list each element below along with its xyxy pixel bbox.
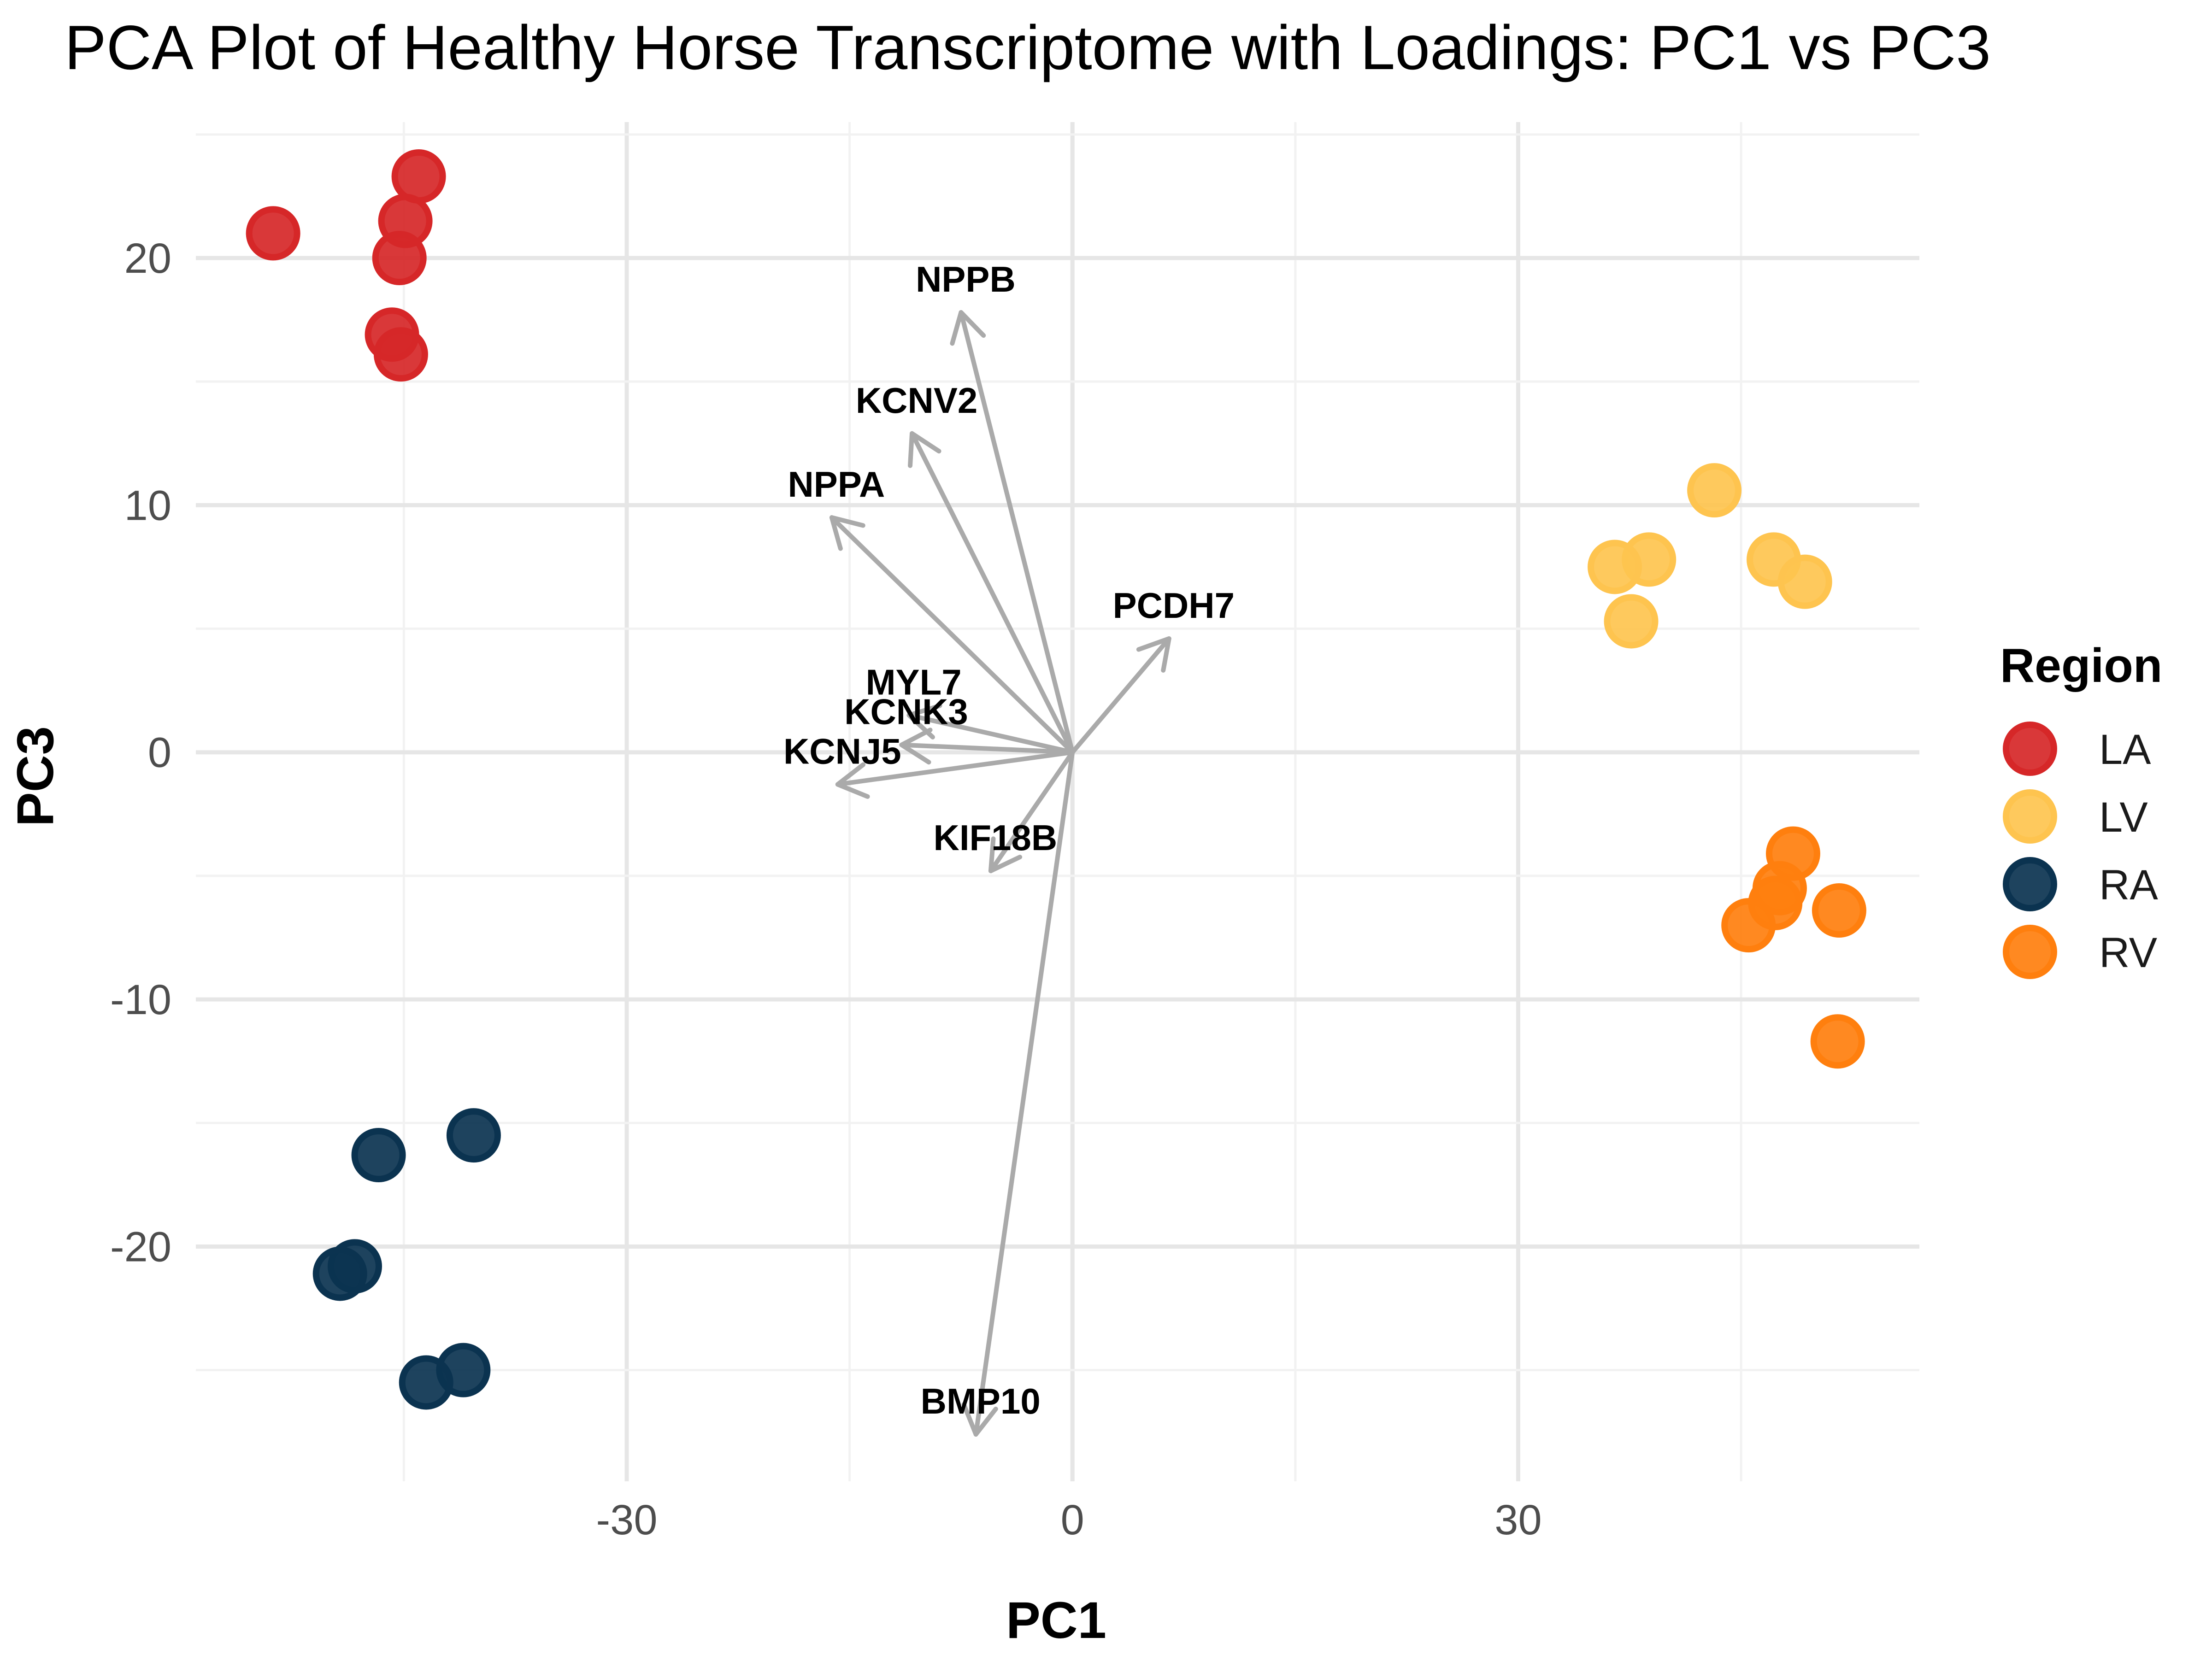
arrow-shaft [1070,636,1171,755]
point-lv [1687,463,1742,518]
point-la [391,149,446,204]
x-tick-label: 30 [1494,1497,1541,1544]
loading-label: NPPB [916,259,1016,299]
point-rv [1812,883,1866,938]
arrow-head [988,836,1023,874]
arrow-shaft [906,713,1075,755]
legend-swatch [2003,925,2057,979]
point-ra [351,1128,406,1182]
loading-arrow [908,431,1075,755]
x-axis-ticks: -30 0 30 [596,1497,1542,1544]
loading-label: BMP10 [921,1381,1041,1421]
legend-swatch [2003,722,2057,776]
legend-label: RA [2099,862,2158,909]
arrow-head [950,310,986,346]
arrow-shaft [899,742,1075,755]
legend-items: LA LV RA RV [2003,722,2158,979]
x-tick-label: 0 [1061,1497,1084,1544]
point-rv [1721,898,1776,953]
legend-item-lv: LV [2003,789,2148,844]
legend-title: Region [2000,639,2162,693]
x-axis-title: PC1 [1006,1591,1106,1649]
legend-label: LV [2099,794,2148,841]
loading-arrow [988,750,1075,874]
loading-label: KCNK3 [844,692,968,732]
loading-label: PCDH7 [1113,585,1235,626]
grid-lines [196,122,1919,1481]
chart-title: PCA Plot of Healthy Horse Transcriptome … [65,12,1991,82]
loading-label: KIF18B [934,817,1058,858]
loading-label: KCNV2 [856,380,977,421]
arrow-head [908,431,941,468]
arrow-shaft [988,750,1075,874]
legend-item-rv: RV [2003,925,2157,979]
arrow-shaft [973,750,1075,1437]
point-ra [446,1108,501,1163]
legend-swatch [2003,857,2057,911]
point-lv [1588,540,1642,594]
loading-label: MYL7 [866,662,962,702]
point-la [246,206,300,261]
arrow-head [899,728,933,765]
arrow-shaft [829,515,1075,755]
x-tick-label: -30 [596,1497,658,1544]
y-tick-label: 0 [148,729,171,776]
y-tick-label: 10 [124,482,171,529]
arrow-head [1136,636,1171,673]
point-ra [312,1246,367,1301]
arrow-shaft [835,750,1075,787]
loading-label: NPPA [788,464,885,505]
y-tick-label: 20 [124,235,171,282]
point-lv [1604,594,1659,649]
legend: Region LA LV RA RV [2000,639,2162,979]
arrow-shaft [959,310,1075,755]
legend-item-ra: RA [2003,857,2158,911]
loading-arrow [835,750,1075,799]
point-la [373,327,428,382]
loading-label: KCNJ5 [783,731,901,771]
legend-label: LA [2099,726,2151,773]
point-lv [1777,554,1832,609]
point-ra [399,1355,453,1410]
legend-item-la: LA [2003,722,2151,776]
loading-arrow [906,703,1075,755]
y-tick-label: -10 [110,976,171,1023]
y-axis-ticks: -20 -10 0 10 20 [110,235,171,1270]
loading-arrow [899,728,1075,765]
loading-arrow [829,515,1075,755]
loading-arrow [961,750,1075,1437]
y-tick-label: -20 [110,1223,171,1270]
arrow-head [829,515,865,551]
arrow-shaft [910,431,1075,755]
y-axis-title: PC3 [6,726,64,827]
arrow-head [835,762,870,799]
loading-arrows [829,310,1171,1437]
legend-swatch [2003,789,2057,844]
point-la [372,231,427,285]
arrow-head [961,1402,998,1437]
data-points [246,149,1866,1410]
legend-label: RV [2099,929,2157,976]
loading-arrow [950,310,1075,755]
arrow-head [906,703,942,740]
point-rv [1810,1014,1865,1069]
loading-arrow [1070,636,1171,755]
